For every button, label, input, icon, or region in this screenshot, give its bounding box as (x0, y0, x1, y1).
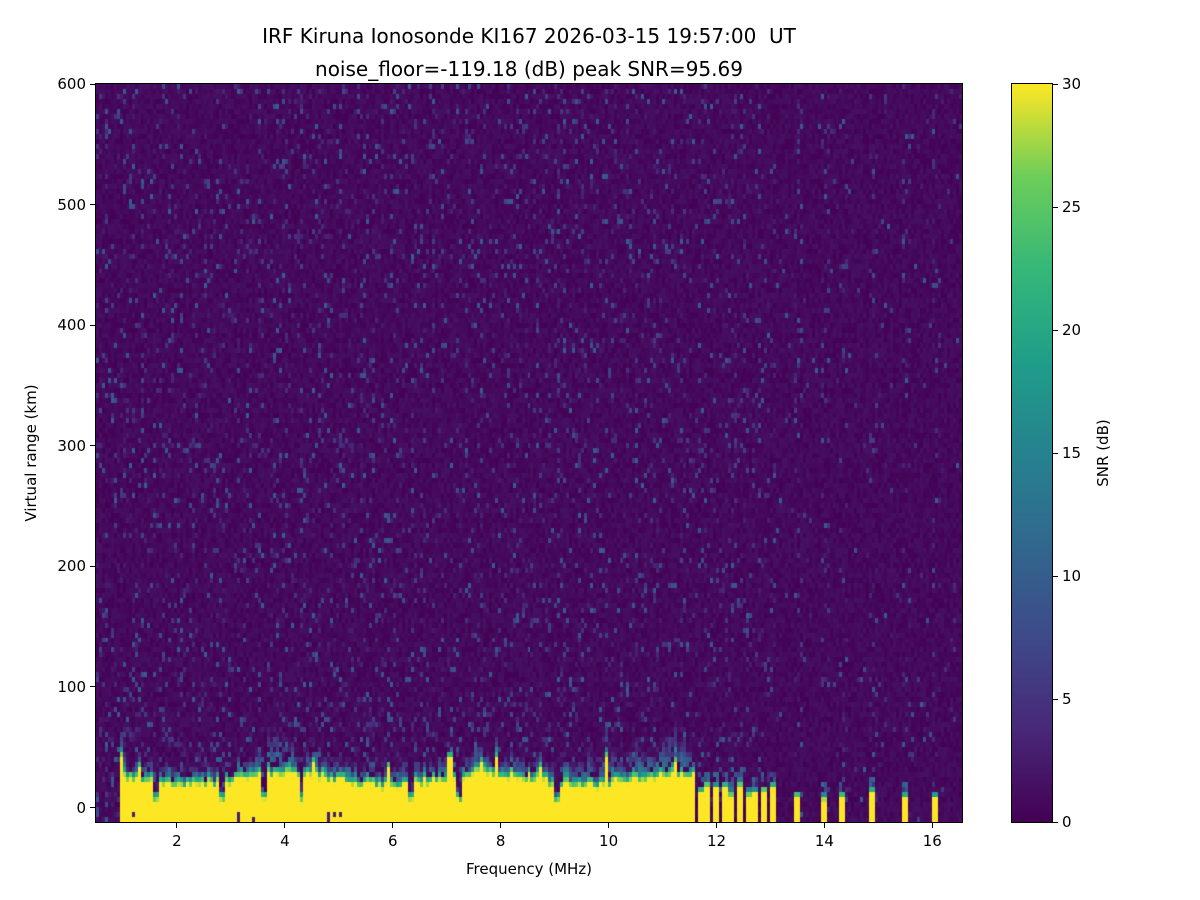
colorbar-tick-label: 10 (1062, 567, 1082, 585)
x-tick-mark (931, 823, 933, 828)
colorbar-tick-mark (1053, 329, 1058, 331)
x-tick-label: 8 (495, 832, 506, 850)
x-tick-mark (176, 823, 178, 828)
x-tick-label: 12 (706, 832, 727, 850)
x-tick-mark (823, 823, 825, 828)
colorbar-tick-mark (1053, 452, 1058, 454)
x-tick-mark (284, 823, 286, 828)
colorbar-tick-label: 30 (1062, 75, 1082, 93)
x-tick-mark (715, 823, 717, 828)
colorbar-tick-mark (1053, 575, 1058, 577)
colorbar-tick-label: 0 (1062, 813, 1072, 831)
colorbar-tick-mark (1053, 83, 1058, 85)
x-tick-label: 6 (387, 832, 398, 850)
colorbar-tick-mark (1053, 206, 1058, 208)
x-tick-label: 16 (922, 832, 942, 850)
chart-title: IRF Kiruna Ionosonde KI167 2026-03-15 19… (262, 24, 796, 48)
x-tick-label: 14 (814, 832, 834, 850)
x-tick-label: 2 (172, 832, 182, 850)
ionogram-heatmap (96, 84, 962, 822)
x-tick-mark (500, 823, 502, 828)
colorbar-label: SNR (dB) (1094, 419, 1112, 487)
plot-area (95, 83, 963, 823)
y-tick-label: 500 (57, 195, 86, 214)
y-tick-label: 100 (57, 677, 86, 696)
y-tick-label: 400 (57, 316, 86, 335)
x-tick-mark (392, 823, 394, 828)
colorbar-tick-label: 20 (1062, 321, 1082, 339)
colorbar-tick-label: 25 (1062, 198, 1082, 216)
colorbar-gradient (1012, 84, 1052, 822)
colorbar-tick-label: 5 (1062, 690, 1072, 708)
y-tick-label: 300 (57, 436, 86, 455)
y-tick-label: 600 (57, 75, 86, 93)
x-tick-mark (608, 823, 610, 828)
x-tick-label: 4 (280, 832, 290, 850)
colorbar (1011, 83, 1053, 823)
chart-subtitle: noise_floor=-119.18 (dB) peak SNR=95.69 (315, 57, 743, 81)
colorbar-tick-mark (1053, 698, 1058, 700)
colorbar-tick-mark (1053, 821, 1058, 823)
y-tick-label: 200 (57, 557, 86, 576)
x-axis-label: Frequency (MHz) (465, 860, 593, 878)
y-tick-label: 0 (76, 798, 86, 817)
y-axis-label: Virtual range (km) (22, 384, 40, 522)
x-tick-label: 10 (599, 832, 619, 850)
